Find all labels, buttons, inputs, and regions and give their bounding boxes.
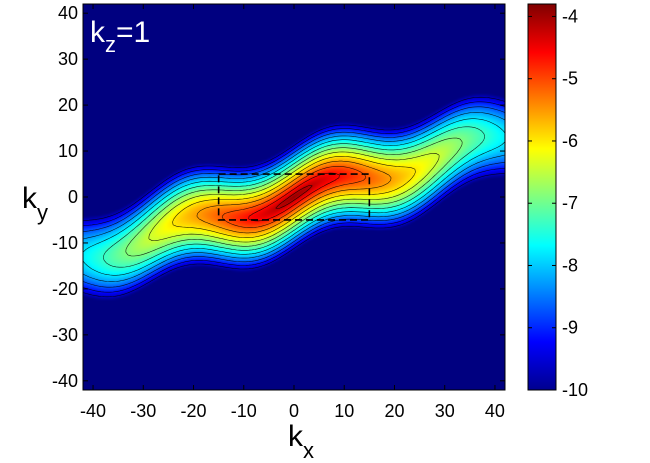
contour-line xyxy=(103,126,485,268)
x-tick-label: 10 xyxy=(334,401,354,421)
heatmap-area xyxy=(82,3,506,391)
y-tick-label: 20 xyxy=(58,95,78,115)
y-tick-label: -40 xyxy=(52,371,78,391)
x-tick-label: -20 xyxy=(181,401,207,421)
y-tick-label: 30 xyxy=(58,49,78,69)
y-tick-label: -20 xyxy=(52,279,78,299)
y-tick-label: -30 xyxy=(52,325,78,345)
y-axis-label-main: k xyxy=(22,182,38,215)
colorbar-tick-label: -8 xyxy=(562,255,578,275)
y-axis-ticks: 40 30 20 10 0 -10 -20 -30 -40 xyxy=(52,3,505,391)
y-axis-label-sub: y xyxy=(37,200,48,225)
x-tick-label: 0 xyxy=(289,401,299,421)
contour-line xyxy=(196,160,392,234)
contour-line xyxy=(83,96,505,298)
x-axis-label-main: k xyxy=(288,420,304,453)
colorbar-tick-label: -7 xyxy=(562,193,578,213)
y-tick-label: 0 xyxy=(68,187,78,207)
x-tick-label: -40 xyxy=(80,401,106,421)
x-tick-label: 20 xyxy=(384,401,404,421)
annotation-sub: z xyxy=(105,32,116,57)
colorbar-tick-label: -4 xyxy=(562,6,578,26)
x-axis-label: kx xyxy=(288,420,314,463)
colorbar-tick-label: -10 xyxy=(562,380,588,400)
x-tick-label: -10 xyxy=(231,401,257,421)
contour-line xyxy=(125,137,463,257)
x-tick-label: 40 xyxy=(485,401,505,421)
colorbar-gradient xyxy=(527,3,557,391)
x-axis-ticks: -40 -30 -20 -10 0 10 20 30 40 xyxy=(80,4,505,421)
colorbar-ticks: -4 -5 -6 -7 -8 -9 -10 xyxy=(528,6,588,400)
x-tick-label: -30 xyxy=(130,401,156,421)
contour-line xyxy=(172,156,416,238)
contour-line xyxy=(83,118,505,276)
contour-line xyxy=(148,151,440,243)
contour-line xyxy=(83,112,505,282)
y-tick-label: 10 xyxy=(58,141,78,161)
contour-line xyxy=(248,172,340,222)
heatmap-image xyxy=(83,4,505,390)
contour-line xyxy=(221,166,367,228)
x-tick-label: 30 xyxy=(435,401,455,421)
y-tick-label: -10 xyxy=(52,233,78,253)
annotation-kz: kz=1 xyxy=(90,16,150,57)
annotation-rest: =1 xyxy=(116,16,150,49)
contour-lines xyxy=(83,96,505,298)
colorbar-tick-label: -9 xyxy=(562,318,578,338)
y-tick-label: 40 xyxy=(58,3,78,23)
contour-line xyxy=(83,101,505,293)
contour-line xyxy=(83,106,505,288)
contour-line xyxy=(275,185,313,209)
colorbar: -4 -5 -6 -7 -8 -9 -10 xyxy=(527,3,588,400)
x-axis-label-sub: x xyxy=(303,438,314,463)
annotation-main: k xyxy=(90,16,106,49)
y-axis-label: ky xyxy=(22,182,48,225)
colorbar-tick-label: -5 xyxy=(562,69,578,89)
colorbar-tick-label: -6 xyxy=(562,131,578,151)
